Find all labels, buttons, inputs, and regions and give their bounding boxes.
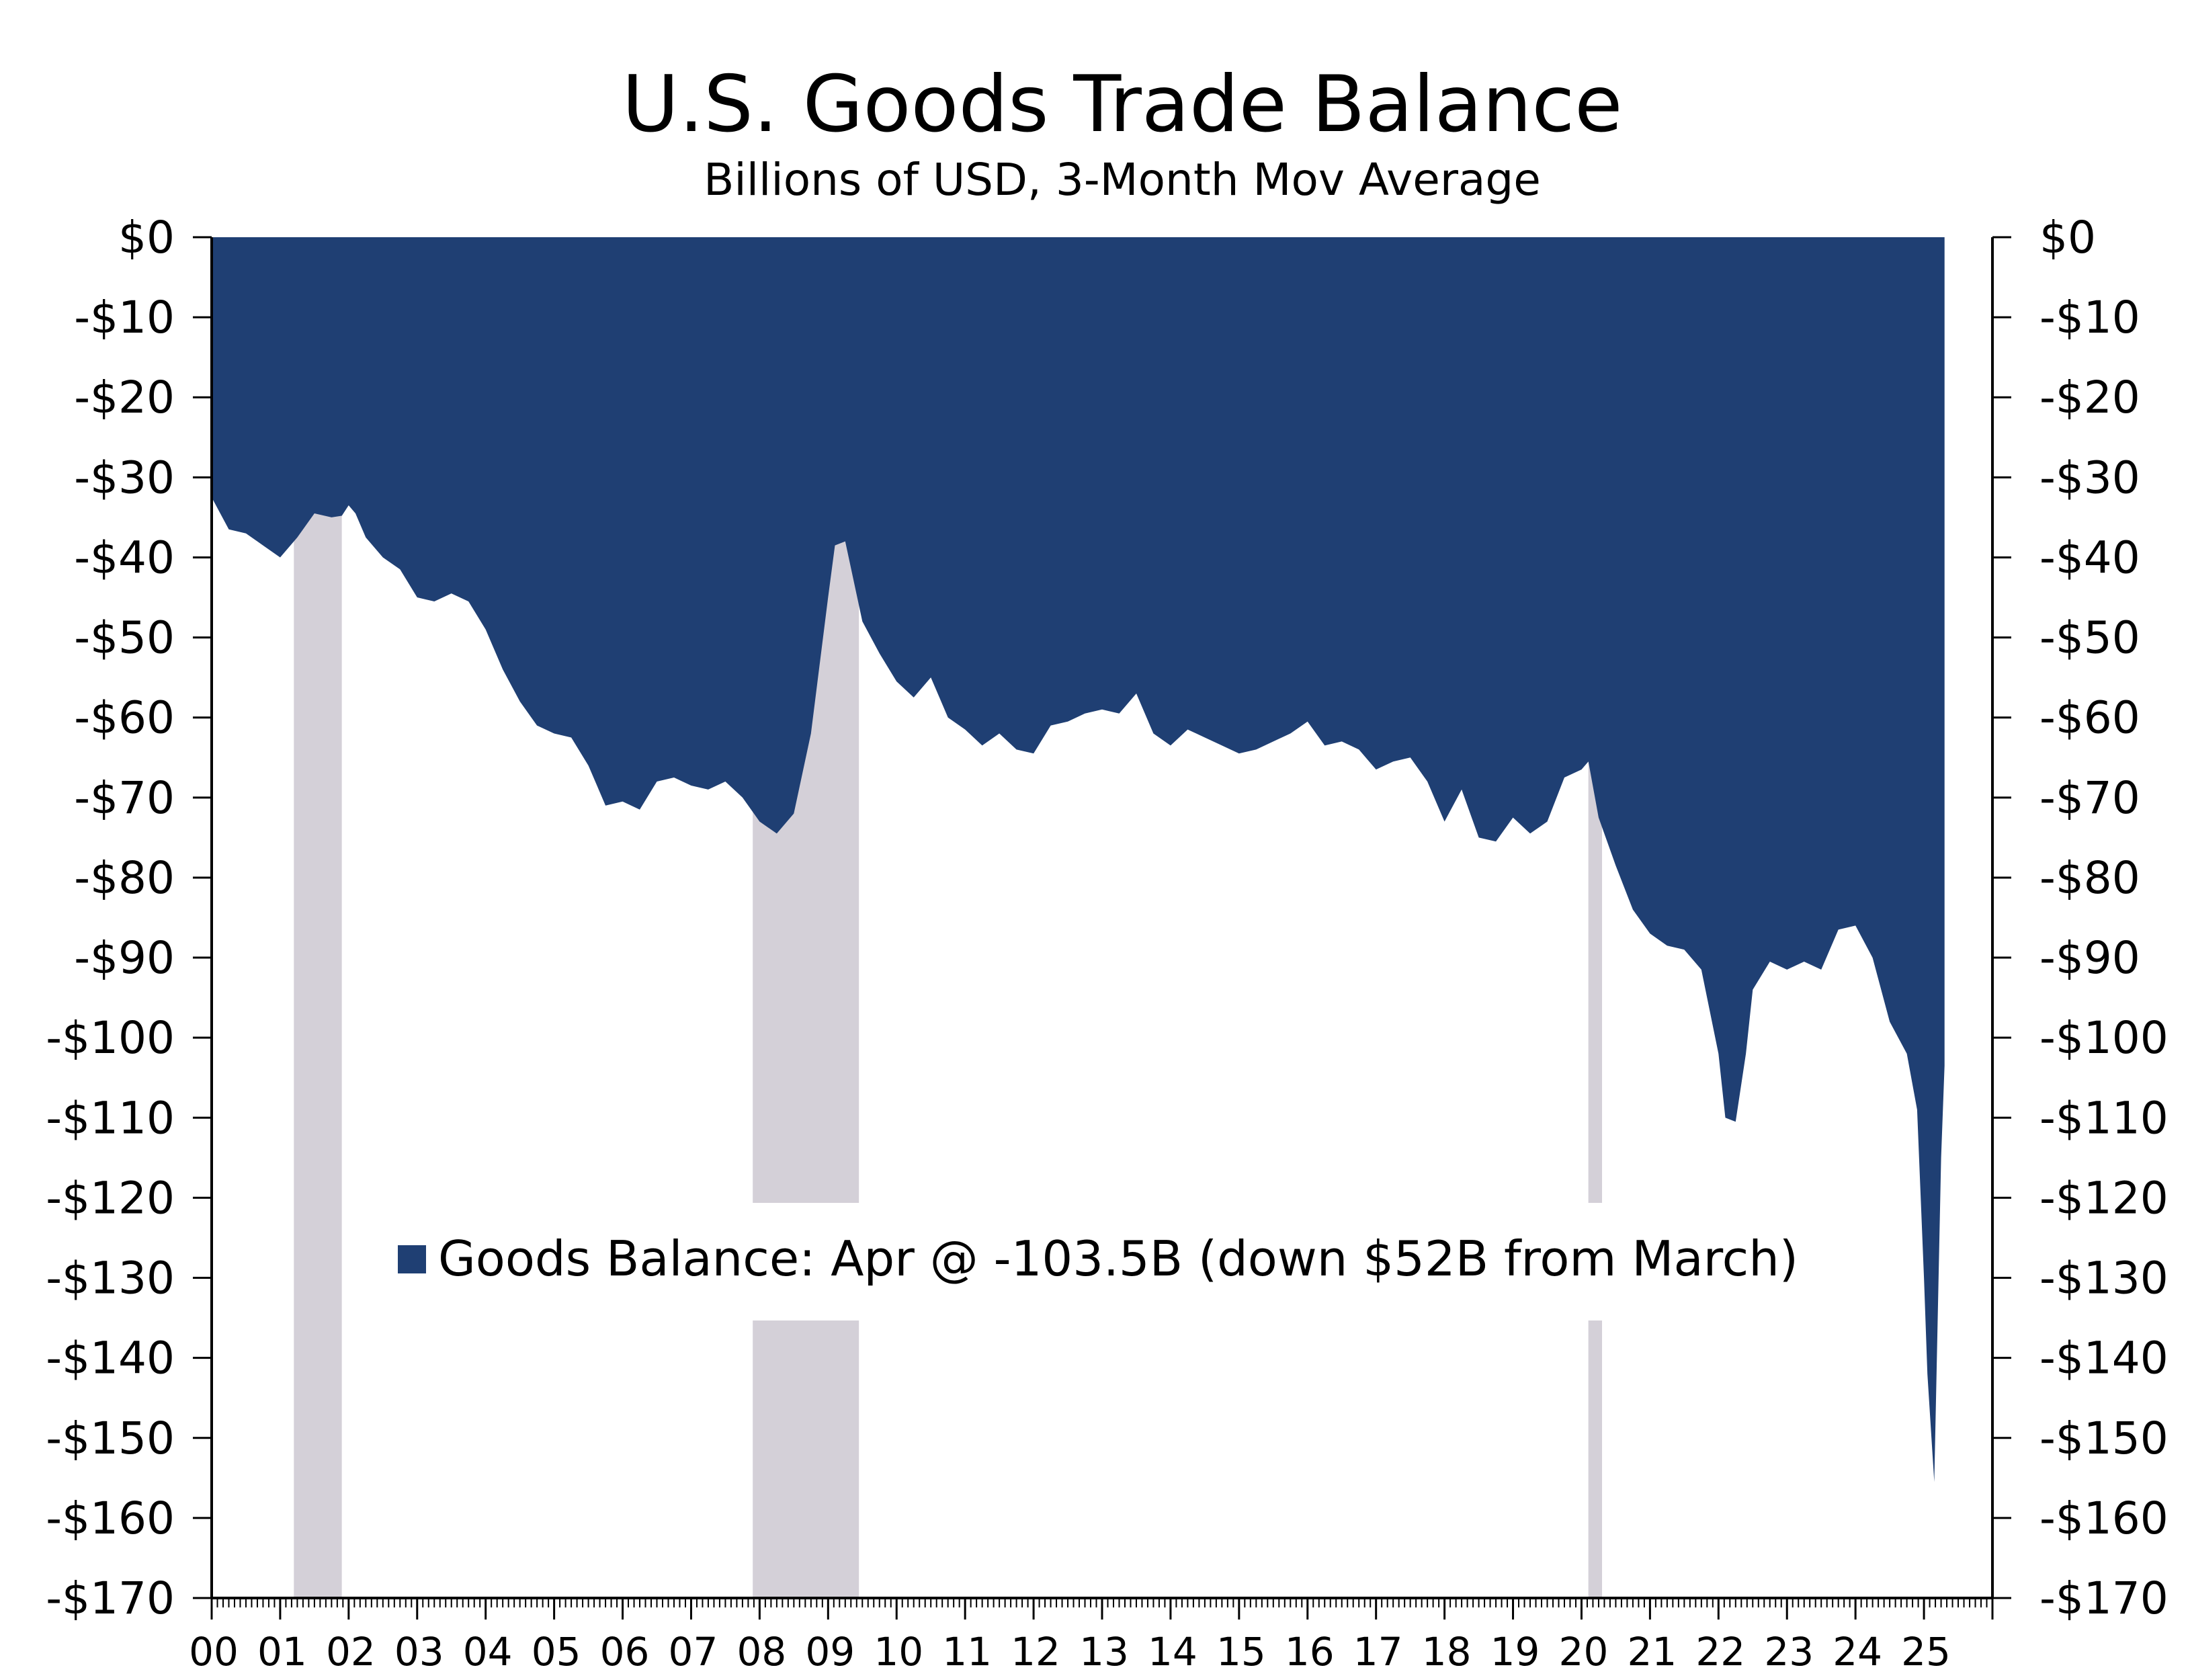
y-tick-label-left: -$80 — [74, 852, 175, 904]
y-tick-label-left: -$90 — [74, 932, 175, 984]
x-tick-label: 25 — [1901, 1629, 1951, 1675]
x-tick-label: 07 — [669, 1629, 718, 1675]
y-tick-label-left: -$50 — [74, 612, 175, 664]
y-tick-label-left: -$170 — [46, 1572, 175, 1624]
x-tick-label: 21 — [1627, 1629, 1677, 1675]
x-tick-label: 16 — [1285, 1629, 1335, 1675]
y-tick-label-left: -$140 — [46, 1333, 175, 1384]
y-tick-label-left: -$70 — [74, 772, 175, 824]
legend: Goods Balance: Apr @ -103.5B (down $52B … — [398, 1230, 1798, 1287]
goods-balance-area — [212, 237, 1945, 1482]
y-tick-label-right: -$160 — [2039, 1493, 2169, 1544]
x-tick-label: 09 — [805, 1629, 855, 1675]
x-tick-label: 02 — [326, 1629, 376, 1675]
legend-label: Goods Balance: Apr @ -103.5B (down $52B … — [438, 1230, 1798, 1287]
y-tick-label-right: -$120 — [2039, 1172, 2169, 1224]
y-tick-label-right: -$140 — [2039, 1333, 2169, 1384]
x-tick-label: 06 — [600, 1629, 650, 1675]
x-tick-label: 13 — [1079, 1629, 1129, 1675]
y-tick-label-left: -$40 — [74, 532, 175, 583]
x-tick-label: 08 — [737, 1629, 786, 1675]
x-tick-label: 19 — [1490, 1629, 1540, 1675]
x-tick-label: 05 — [532, 1629, 581, 1675]
y-tick-label-right: -$170 — [2039, 1572, 2169, 1624]
y-tick-label-right: -$20 — [2039, 372, 2140, 423]
x-tick-label: 00 — [189, 1629, 239, 1675]
ticks: $0 $0 -$10 -$10 -$20 -$20 -$30 -$30 -$40 -$40 -$50… — [46, 212, 2169, 1675]
y-tick-label-right: -$50 — [2039, 612, 2140, 664]
x-tick-label: 14 — [1148, 1629, 1197, 1675]
y-tick-label-left: -$100 — [46, 1012, 175, 1064]
y-tick-label-right: -$130 — [2039, 1253, 2169, 1304]
y-tick-label-right: -$150 — [2039, 1413, 2169, 1464]
y-tick-label-right: -$80 — [2039, 852, 2140, 904]
x-tick-label: 17 — [1353, 1629, 1403, 1675]
x-tick-label: 24 — [1833, 1629, 1882, 1675]
y-tick-label-left: -$130 — [46, 1253, 175, 1304]
y-tick-label-right: -$110 — [2039, 1092, 2169, 1144]
y-tick-label-right: -$10 — [2039, 292, 2140, 343]
y-tick-label-left: -$10 — [74, 292, 175, 343]
y-tick-label-right: -$60 — [2039, 692, 2140, 744]
x-tick-label: 01 — [257, 1629, 307, 1675]
y-tick-label-left: -$30 — [74, 452, 175, 503]
x-tick-label: 23 — [1764, 1629, 1814, 1675]
x-tick-label: 11 — [942, 1629, 992, 1675]
x-tick-label: 12 — [1011, 1629, 1060, 1675]
y-tick-label-left: -$110 — [46, 1092, 175, 1144]
y-tick-label-right: $0 — [2039, 212, 2096, 263]
y-tick-label-right: -$30 — [2039, 452, 2140, 503]
y-tick-label-right: -$40 — [2039, 532, 2140, 583]
y-tick-label-left: -$150 — [46, 1413, 175, 1464]
legend-background — [376, 1203, 1871, 1320]
y-tick-label-left: -$160 — [46, 1493, 175, 1544]
x-tick-label: 04 — [463, 1629, 513, 1675]
y-tick-label-left: -$20 — [74, 372, 175, 423]
x-tick-label: 10 — [874, 1629, 923, 1675]
legend-swatch — [398, 1245, 426, 1273]
x-tick-label: 18 — [1422, 1629, 1472, 1675]
x-tick-label: 20 — [1559, 1629, 1609, 1675]
x-tick-label: 22 — [1695, 1629, 1745, 1675]
y-tick-label-right: -$70 — [2039, 772, 2140, 824]
y-tick-label-left: -$60 — [74, 692, 175, 744]
x-tick-label: 03 — [394, 1629, 444, 1675]
chart-subtitle: Billions of USD, 3-Month Mov Average — [704, 154, 1541, 206]
y-tick-label-left: -$120 — [46, 1172, 175, 1224]
y-tick-label-right: -$100 — [2039, 1012, 2169, 1064]
chart-title: U.S. Goods Trade Balance — [622, 59, 1622, 150]
y-tick-label-left: $0 — [118, 212, 175, 263]
y-tick-label-right: -$90 — [2039, 932, 2140, 984]
x-tick-label: 15 — [1216, 1629, 1266, 1675]
